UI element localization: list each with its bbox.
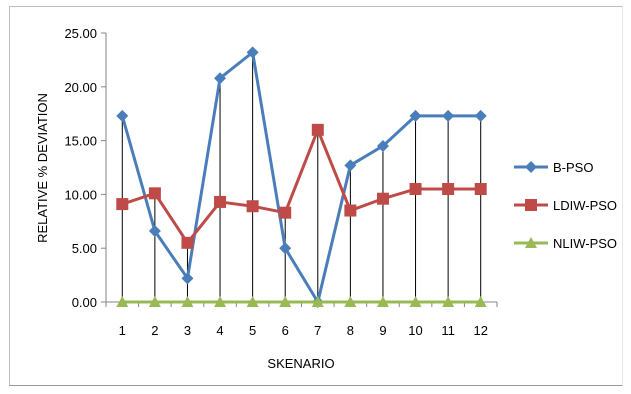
drop-lines <box>121 52 482 302</box>
data-point <box>442 109 455 122</box>
data-point <box>311 296 324 307</box>
series-nliw-pso <box>116 296 487 307</box>
series-ldiw-pso <box>116 123 487 249</box>
data-point <box>376 296 389 307</box>
y-tick-label: 5.00 <box>72 241 97 256</box>
x-tick-label: 6 <box>282 323 289 338</box>
x-tick-label: 1 <box>119 323 126 338</box>
data-point <box>442 296 455 307</box>
data-point <box>279 296 292 307</box>
data-point <box>279 206 292 219</box>
data-point <box>376 192 389 205</box>
legend: B-PSO LDIW-PSO NLIW-PSO <box>514 160 617 251</box>
chart-frame <box>9 6 623 386</box>
series-group <box>116 46 487 308</box>
x-tick-label: 4 <box>216 323 223 338</box>
data-point <box>214 72 227 85</box>
legend-marker <box>525 237 537 248</box>
data-point <box>116 109 129 122</box>
x-tick-label: 5 <box>249 323 256 338</box>
data-point <box>116 198 129 211</box>
y-tick-label: 25.00 <box>64 26 97 41</box>
x-tick-label: 3 <box>184 323 191 338</box>
series-line <box>121 128 481 245</box>
data-point <box>344 159 357 172</box>
data-point <box>148 296 161 307</box>
y-tick-label: 0.00 <box>72 295 97 310</box>
data-point <box>376 139 389 152</box>
x-axis-title: SKENARIO <box>267 356 334 371</box>
data-point <box>474 296 487 307</box>
x-tick-label: 10 <box>408 323 422 338</box>
data-point <box>246 46 259 59</box>
y-tick-label: 15.00 <box>64 134 97 149</box>
data-point <box>409 296 422 307</box>
data-point <box>442 183 455 196</box>
x-tick-label: 12 <box>473 323 487 338</box>
data-point <box>409 109 422 122</box>
data-point <box>344 296 357 307</box>
data-point <box>214 296 227 307</box>
legend-label: B-PSO <box>553 160 593 175</box>
data-point <box>344 204 357 217</box>
data-point <box>246 296 259 307</box>
y-axis-title: RELATIVE % DEVIATION <box>35 93 50 243</box>
series-line <box>120 50 481 304</box>
y-tick-label: 20.00 <box>64 80 97 95</box>
data-point <box>409 183 422 196</box>
x-tick-label: 11 <box>441 323 455 338</box>
data-point <box>214 195 227 208</box>
data-point <box>181 272 194 285</box>
legend-marker <box>525 161 537 173</box>
x-tick-label: 9 <box>379 323 386 338</box>
data-point <box>474 183 487 196</box>
data-point <box>181 296 194 307</box>
legend-label: LDIW-PSO <box>553 198 617 213</box>
data-point <box>311 123 324 136</box>
legend-label: NLIW-PSO <box>553 236 617 251</box>
data-point <box>246 200 259 213</box>
data-point <box>181 236 194 249</box>
y-tick-label: 10.00 <box>64 187 97 202</box>
series-b-pso <box>116 46 487 308</box>
data-point <box>148 187 161 200</box>
data-point <box>279 242 292 255</box>
x-axis-ticks: 1 2 3 4 5 6 7 8 9 10 11 12 <box>105 302 498 338</box>
data-point <box>116 296 129 307</box>
y-axis-ticks: 0.00 5.00 10.00 15.00 20.00 25.00 <box>64 26 106 310</box>
data-point <box>148 224 161 237</box>
data-point <box>474 109 487 122</box>
x-tick-label: 7 <box>314 323 321 338</box>
x-tick-label: 2 <box>151 323 158 338</box>
legend-marker <box>525 199 537 211</box>
x-tick-label: 8 <box>347 323 354 338</box>
y-axis-title-group: RELATIVE % DEVIATION <box>35 93 50 243</box>
